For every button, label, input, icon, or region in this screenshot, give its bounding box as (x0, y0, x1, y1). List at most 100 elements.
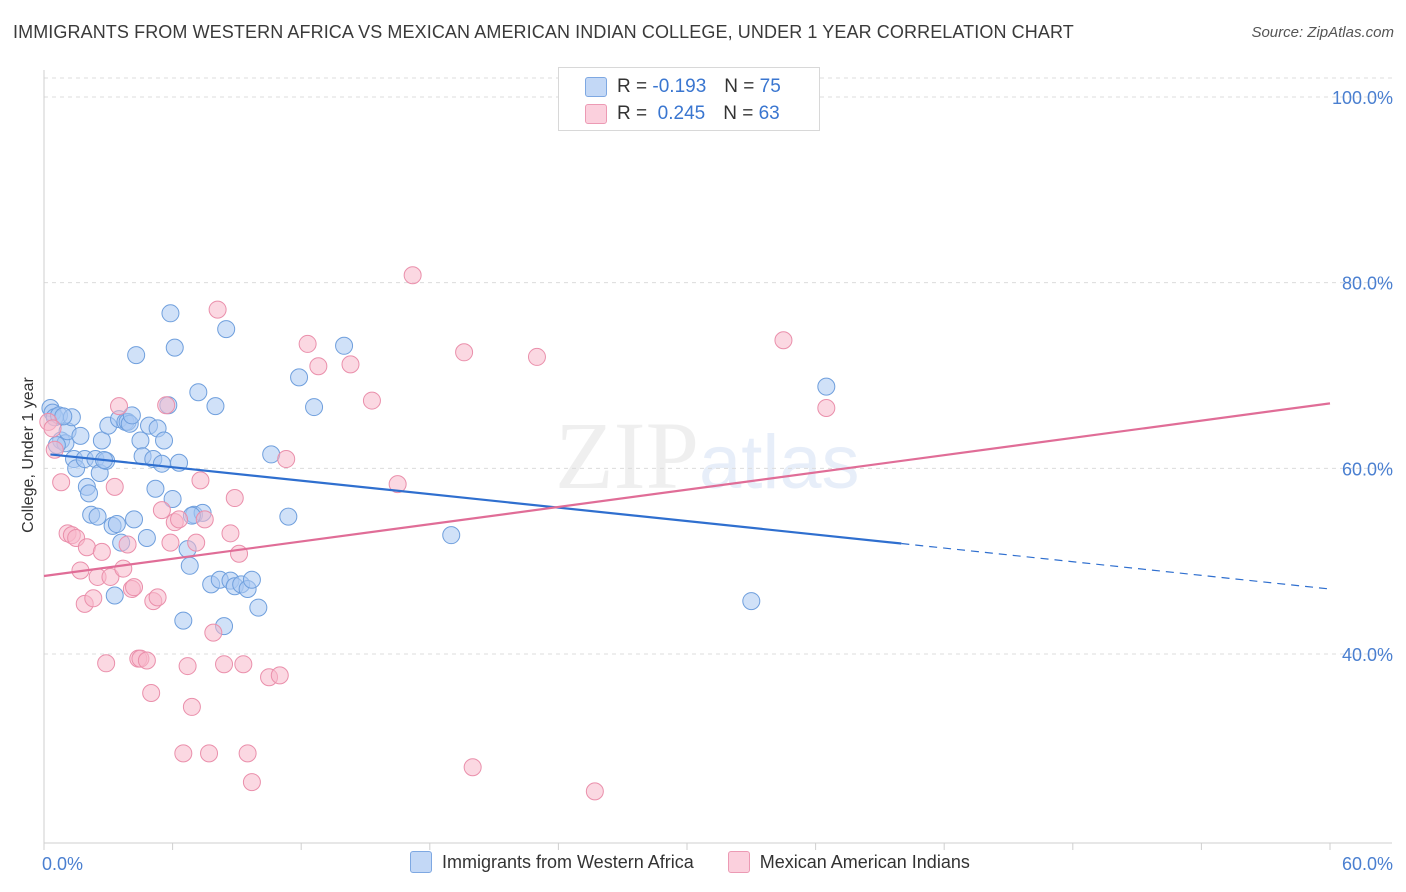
data-point (174, 611, 193, 630)
data-point (125, 578, 144, 597)
x-tick-label-max: 60.0% (1342, 854, 1393, 874)
data-point (137, 528, 156, 547)
data-point (170, 510, 189, 529)
data-point (191, 471, 210, 490)
data-point (152, 454, 171, 473)
legend-n-value: 63 (758, 103, 780, 124)
legend-swatch-pink (585, 104, 607, 124)
data-point (127, 346, 146, 365)
data-point (163, 489, 182, 508)
data-point (215, 655, 234, 674)
data-point (335, 336, 354, 355)
bottom-legend-swatch-pink (727, 851, 750, 873)
data-point (146, 479, 165, 498)
data-point (189, 383, 208, 402)
bottom-legend-label: Mexican American Indians (759, 851, 970, 872)
series-immigrants-points (41, 304, 836, 636)
data-point (107, 515, 126, 534)
chart-title: IMMIGRANTS FROM WESTERN AFRICA VS MEXICA… (13, 22, 1074, 42)
data-point (182, 697, 201, 716)
x-tick-label-min: 0.0% (42, 854, 83, 874)
data-point (585, 782, 604, 801)
gridlines (44, 77, 1392, 655)
data-point (262, 445, 281, 464)
data-point (225, 489, 244, 508)
data-point (148, 588, 167, 607)
data-point (137, 651, 156, 670)
data-point (155, 431, 174, 450)
bottom-legend-mexican: Mexican American Indians (727, 851, 970, 873)
bottom-legend: Immigrants from Western Africa Mexican A… (410, 851, 1004, 873)
bottom-legend-immigrants: Immigrants from Western Africa (410, 851, 694, 873)
data-point (238, 744, 257, 763)
y-tick-label-100: 100.0% (1332, 88, 1393, 108)
data-point (77, 538, 96, 557)
data-point (165, 338, 184, 357)
tick-labels: 100.0% 80.0% 60.0% 40.0% 0.0% 60.0% (42, 88, 1393, 874)
data-point (403, 266, 422, 285)
y-tick-label-40: 40.0% (1342, 645, 1393, 665)
y-tick-label-80: 80.0% (1342, 274, 1393, 294)
data-point (442, 526, 461, 545)
legend-n-label: N = (723, 103, 754, 124)
data-point (305, 398, 324, 417)
data-point (463, 758, 482, 777)
data-point (242, 773, 261, 792)
data-point (817, 398, 836, 417)
data-point (52, 473, 71, 492)
data-point (105, 586, 124, 605)
data-point (142, 683, 161, 702)
data-point (110, 397, 129, 416)
data-point (118, 535, 137, 554)
data-point (131, 431, 150, 450)
data-point (527, 347, 546, 366)
data-point (88, 507, 107, 526)
data-point (455, 343, 474, 362)
data-point (180, 556, 199, 575)
data-point (221, 524, 240, 543)
y-tick-label-60: 60.0% (1342, 459, 1393, 479)
data-point (157, 396, 176, 415)
legend-r-label: R = (617, 76, 648, 97)
data-point (309, 357, 328, 376)
legend-r-label: R = (617, 103, 648, 124)
data-point (817, 377, 836, 396)
trend-line-immigrants (50, 453, 902, 545)
data-point (43, 419, 62, 438)
data-point (92, 542, 111, 561)
data-point (270, 666, 289, 685)
data-point (774, 331, 793, 350)
legend-swatch-blue (585, 77, 607, 97)
data-point (80, 484, 99, 503)
data-point (388, 475, 407, 494)
data-point (174, 744, 193, 763)
source-label: Source: ZipAtlas.com (1251, 24, 1394, 41)
legend-n-value: 75 (759, 76, 781, 97)
data-point (195, 510, 214, 529)
watermark-atlas: atlas (699, 420, 860, 505)
data-point (742, 592, 761, 611)
legend-r-value: -0.193 (652, 76, 707, 97)
data-point (298, 334, 317, 353)
series-mexican-points (39, 266, 836, 801)
data-point (45, 440, 64, 459)
data-point (249, 598, 268, 617)
data-point (101, 567, 120, 586)
trend-line-immigrants-extension (901, 542, 1331, 590)
data-point (208, 300, 227, 319)
legend-row-mexican: R = 0.245 N = 63 (585, 101, 780, 127)
data-point (206, 397, 225, 416)
data-point (341, 355, 360, 374)
data-point (234, 655, 253, 674)
data-point (230, 544, 249, 563)
axes (43, 70, 1392, 850)
data-point (125, 510, 144, 529)
data-point (161, 304, 180, 323)
legend-r-value: 0.245 (657, 103, 706, 124)
data-point (178, 657, 197, 676)
trend-lines (43, 402, 1331, 590)
data-point (152, 501, 171, 520)
data-point (204, 623, 223, 642)
data-point (187, 533, 206, 552)
